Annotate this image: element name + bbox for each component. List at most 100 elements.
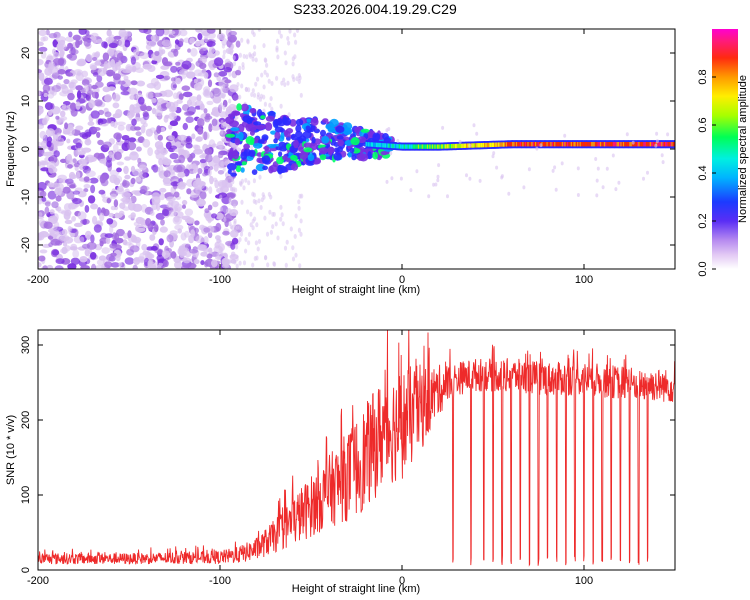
spectrogram-cell [56, 42, 64, 52]
spectrogram-cell [169, 145, 178, 150]
spectrogram-cell [402, 144, 405, 149]
spectrogram-cell [642, 142, 645, 147]
spectrogram-cell [527, 142, 530, 147]
spectrogram-cell [195, 136, 203, 142]
spectrogram-cell [272, 119, 279, 128]
spectrogram-cell [405, 144, 408, 149]
spectrogram-cell [70, 232, 75, 238]
spectrogram-cell [109, 243, 118, 249]
x-tick-label: 100 [575, 274, 593, 286]
spectrogram-cell [140, 185, 148, 194]
spectrogram-cell [612, 142, 615, 147]
spectrogram-cell [52, 213, 59, 222]
spectrogram-cell [89, 252, 97, 260]
spectrogram-cell [197, 118, 205, 128]
spectrogram-cell [265, 115, 275, 122]
spectrogram-cell [380, 151, 388, 156]
spectrogram-cell [479, 143, 482, 148]
snr-series [38, 330, 675, 567]
snr-y-label: SNR (10 * v/v) [5, 415, 17, 485]
spectrogram-cell [290, 163, 299, 171]
spectrogram-cell [276, 156, 284, 165]
spectrogram-cell [117, 80, 126, 85]
spectrogram-cell [90, 203, 99, 210]
spectrogram-cell [310, 117, 319, 127]
spectrogram-cell [354, 126, 361, 134]
spectrogram-cell [124, 257, 135, 265]
spectrogram-cell [228, 258, 232, 264]
spectrogram-cell [48, 146, 54, 151]
spectrogram-cell [251, 262, 255, 268]
spectrogram-cell [244, 177, 248, 183]
spectrogram-cell [135, 227, 146, 232]
spectrogram-cell [155, 107, 163, 117]
spectrogram-cell [333, 152, 342, 161]
spectrogram-cell [286, 36, 290, 41]
y-tick-label: -10 [20, 189, 32, 205]
spectrogram-cell [393, 143, 396, 149]
spectrogram-cell [182, 122, 188, 131]
spectrogram-cell [422, 144, 426, 149]
spectrogram-cell [262, 43, 266, 49]
spectrogram-cell [276, 235, 280, 241]
spectrogram-cell [291, 61, 295, 67]
spectrogram-cell [553, 165, 557, 170]
spectrogram-cell [263, 57, 267, 63]
spectrogram-cell [420, 144, 423, 149]
spectrogram-cell [211, 118, 218, 127]
spectrogram-cell [279, 204, 283, 210]
spectrogram-cell [462, 143, 465, 148]
spectrogram-cell [228, 71, 232, 77]
spectrogram-cell [152, 164, 159, 173]
spectrogram-cell [242, 115, 252, 123]
spectrogram-cell [80, 265, 90, 269]
spectrogram-cell [210, 111, 217, 116]
spectrogram-cell [191, 133, 196, 140]
spectrogram-cell [666, 142, 669, 147]
spectrogram-cell [224, 62, 232, 68]
snr-x-label: Height of straight line (km) [292, 583, 420, 595]
spectrogram-cell [235, 165, 242, 173]
spectrogram-cell [429, 144, 432, 149]
spectrogram-cell [38, 181, 47, 191]
spectrogram-cell [500, 174, 504, 179]
spectrogram-cell [267, 191, 271, 197]
spectrogram-cell [56, 36, 66, 43]
spectrogram-cell [268, 165, 274, 174]
spectrogram-cell [239, 231, 244, 237]
spectrogram-cell [652, 142, 655, 147]
spectrogram-cell [109, 174, 118, 184]
spectrogram-cell [72, 158, 77, 164]
spectrogram-cell [293, 54, 297, 60]
spectrogram-cell [227, 163, 237, 171]
spectrogram-cell [83, 39, 91, 47]
spectrogram-cell [212, 87, 222, 97]
spectrogram-cell [233, 220, 237, 226]
spectrogram-cell [99, 212, 105, 222]
spectrogram-cell [522, 142, 525, 147]
spectrogram-cell [493, 142, 496, 147]
spectrogram-cell [38, 90, 41, 97]
spectrogram-cell [213, 163, 219, 172]
spectrogram-cell [139, 252, 145, 261]
spectrogram-cell [159, 226, 168, 233]
spectrogram-cell [554, 187, 558, 192]
spectrogram-cell [65, 36, 75, 42]
spectrogram-cell [159, 187, 167, 193]
spectrogram-cell [251, 169, 258, 176]
spectrogram-cell [239, 181, 243, 187]
spectrogram-cell [454, 143, 457, 149]
spectrogram-cell [294, 252, 298, 258]
spectrogram-cell [218, 71, 228, 77]
spectrogram-cell [47, 65, 58, 74]
spectrogram-cell [532, 142, 535, 147]
x-tick-label: -100 [209, 575, 231, 587]
spectrogram-cell [231, 179, 235, 185]
snr-y-axis: 0 100 200 300 [20, 336, 675, 573]
spectrogram-cell [279, 173, 283, 179]
spectrogram-cell [85, 170, 96, 177]
spectrogram-cell [456, 143, 459, 149]
spectrogram-cell [601, 185, 605, 190]
spectrogram-cell [129, 151, 139, 161]
spectrogram-cell [616, 142, 619, 147]
